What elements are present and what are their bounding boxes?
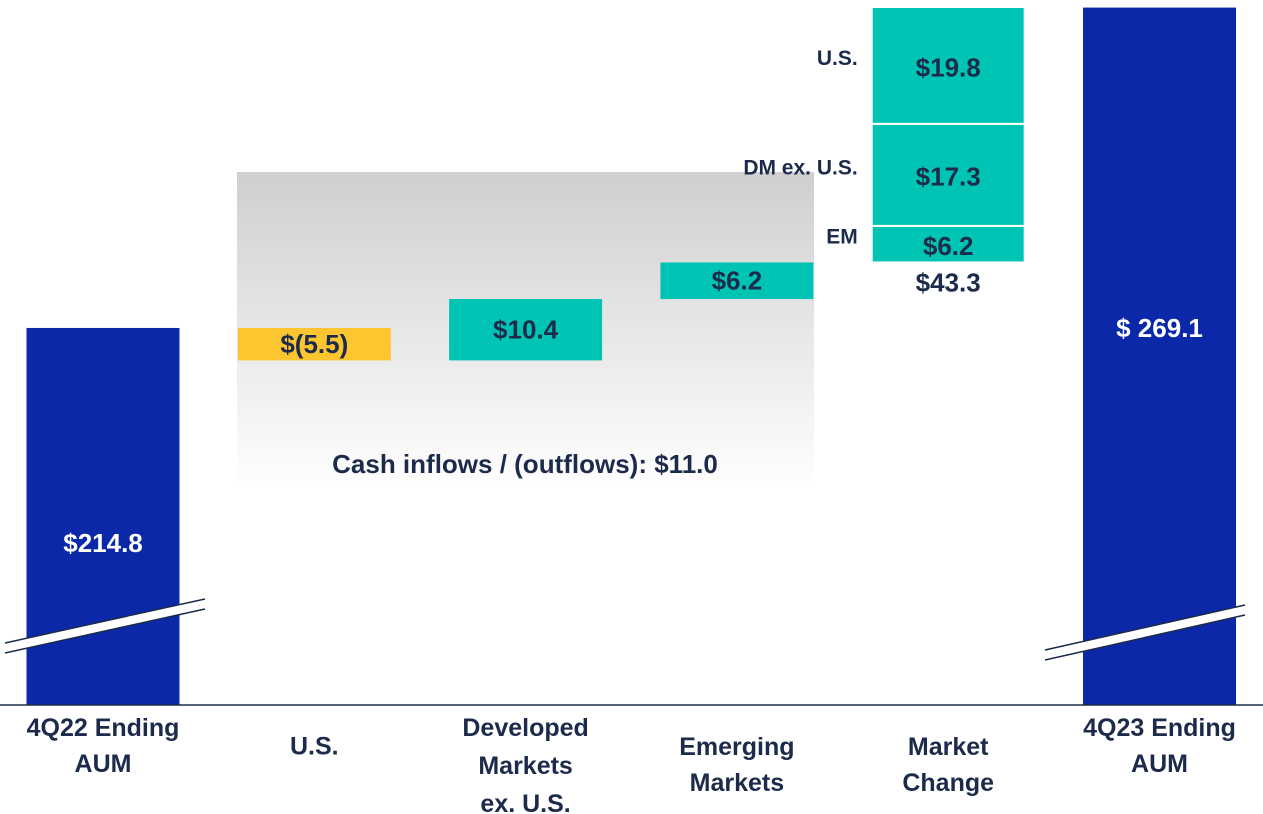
segment-bar	[870, 224, 1026, 264]
delta-bar	[237, 327, 391, 361]
value-label: $ 269.1	[1116, 313, 1203, 343]
x-tick-label: U.S.	[290, 733, 339, 761]
axis-break-line	[4, 598, 206, 644]
axis-break-line	[1044, 604, 1246, 651]
total-bar	[26, 327, 180, 705]
value-label: $43.3	[916, 267, 981, 297]
axis-break-line	[4, 608, 206, 654]
total-bar	[1083, 7, 1236, 705]
segment-name: DM ex. U.S.	[743, 156, 857, 179]
delta-bar	[449, 299, 603, 361]
annotation: Cash inflows / (outflows): $11.0	[332, 449, 718, 479]
axis-break-line	[1044, 614, 1246, 661]
segment-value-label: $19.8	[916, 52, 981, 82]
value-label: $214.8	[63, 528, 143, 558]
segment-name: U.S.	[817, 47, 858, 70]
segment-value-label: $17.3	[916, 162, 981, 192]
delta-bar	[660, 262, 814, 300]
value-label: $6.2	[712, 266, 763, 296]
x-tick-label: Market Change	[902, 733, 994, 797]
axis-break	[5, 599, 205, 653]
x-tick-label: 4Q23 Ending AUM	[1083, 714, 1236, 778]
segment-name: EM	[826, 226, 858, 249]
axis-break	[1045, 605, 1245, 660]
segment-value-label: $6.2	[923, 231, 974, 261]
value-label: $(5.5)	[280, 329, 348, 359]
segment-bar	[870, 6, 1026, 125]
x-tick-label: 4Q22 Ending AUM	[27, 714, 180, 778]
value-label: $10.4	[493, 315, 559, 345]
x-tick-label: Developed Markets ex. U.S.	[462, 714, 588, 814]
x-tick-label: Emerging Markets	[679, 733, 794, 797]
